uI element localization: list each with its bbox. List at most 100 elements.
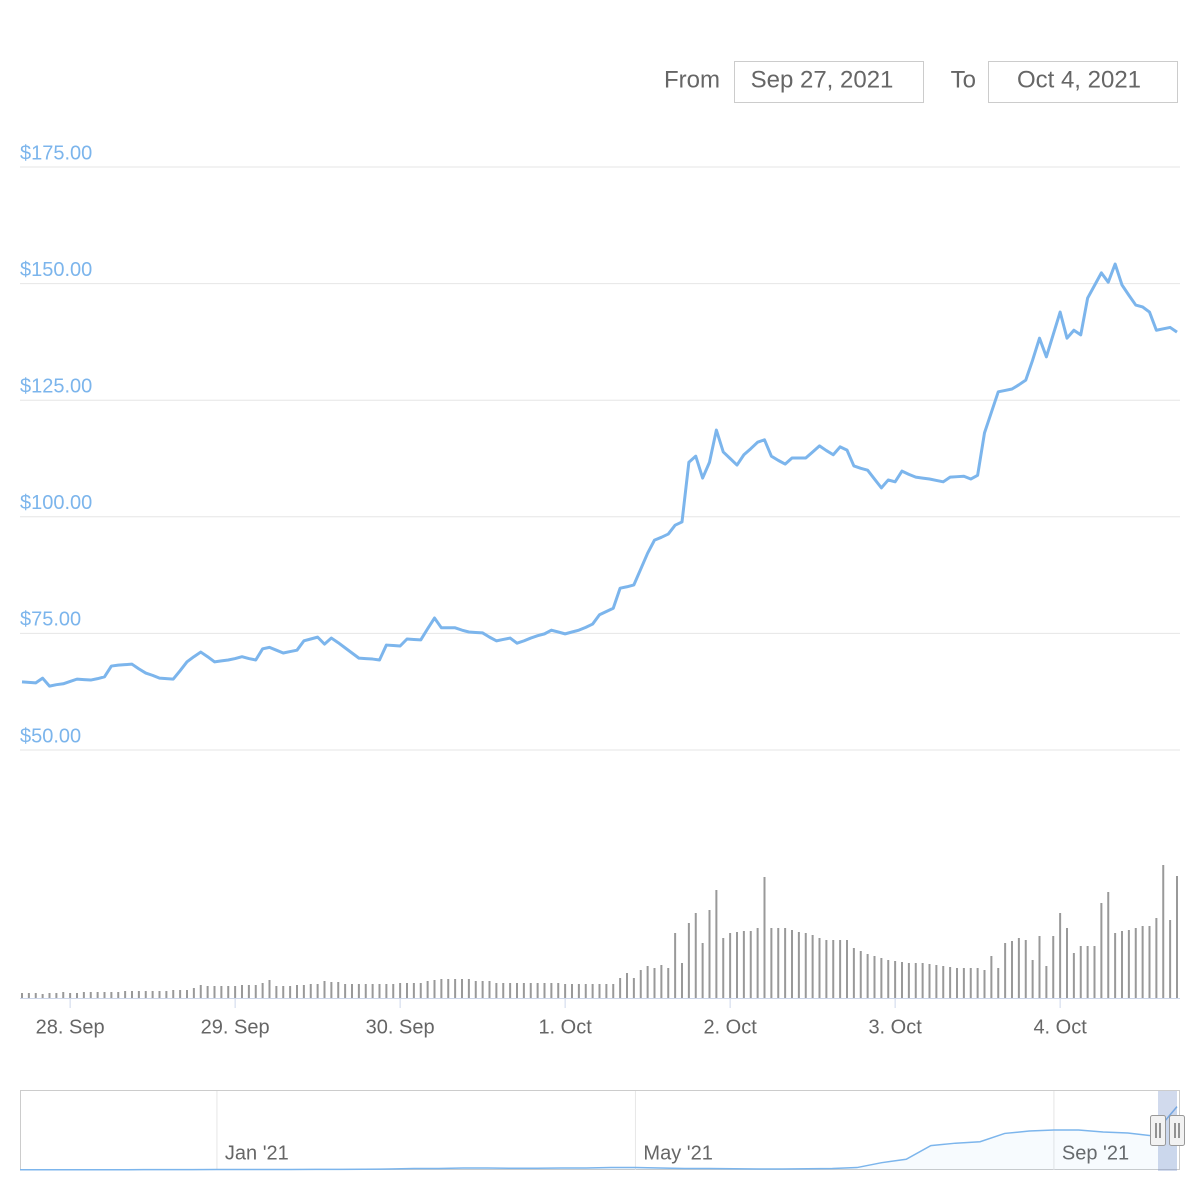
volume-bar [887,960,890,998]
volume-bar [454,979,457,998]
volume-bar [309,984,312,998]
volume-bar [433,980,436,998]
volume-bar [584,984,587,998]
volume-bar [234,986,237,998]
volume-bar [557,983,560,998]
volume-bar [488,981,491,998]
volume-bar [529,983,532,998]
volume-bar [412,983,415,998]
volume-bar [742,931,745,998]
volume-bar [144,991,147,998]
volume-bar [536,983,539,998]
volume-bar [976,968,979,998]
volume-bar [880,958,883,998]
volume-bar [158,991,161,998]
volume-bar [797,932,800,998]
y-tick-label: $125.00 [20,375,92,397]
navigator-area [20,1106,1177,1170]
volume-bar [1134,928,1137,998]
volume-bar [227,986,230,998]
volume-bar [254,985,257,998]
volume-bar [186,990,188,998]
volume-bar [962,968,965,998]
volume-bar [935,965,938,998]
volume-bar [687,923,690,998]
volume-bar [268,980,271,998]
volume-bar [1107,892,1110,998]
volume-bar [34,993,37,998]
volume-bar [151,991,154,998]
volume-bar [172,990,175,998]
volume-bar [110,992,113,998]
volume-bar [165,991,168,998]
volume-bar [612,984,615,998]
volume-bar [1066,928,1068,998]
volume-bar [839,940,842,998]
volume-bar [639,970,642,998]
volume-bar [1127,930,1130,998]
volume-bar [117,992,120,998]
volume-bar [419,983,422,998]
y-tick-label: $150.00 [20,259,92,281]
volume-bar [261,983,264,998]
volume-bar [832,940,835,998]
volume-bar [385,984,388,998]
volume-bar [846,940,848,998]
volume-bar [1059,913,1062,998]
volume-bar [550,983,553,998]
volume-bar [1072,953,1075,998]
volume-bar [825,940,828,998]
volume-bar [516,983,518,998]
x-tick-label: 30. Sep [366,1016,435,1038]
from-input[interactable] [734,61,924,103]
volume-bar [1045,966,1048,998]
to-input[interactable] [988,61,1178,103]
volume-bar [1148,926,1151,998]
volume-bar [502,983,505,998]
volume-bar [708,910,711,998]
volume-bar [619,978,622,998]
x-tick-label: 1. Oct [538,1016,592,1038]
volume-bar [591,984,594,998]
volume-bar [1155,918,1158,998]
volume-bar [392,984,395,998]
price-line [21,262,1178,688]
volume-bar [282,986,285,998]
volume-bar [179,990,182,998]
volume-bar [206,986,209,998]
navigator-handle[interactable] [1169,1115,1185,1146]
x-tick-label: 3. Oct [868,1016,922,1038]
volume-bar [928,964,931,998]
volume-bar [811,935,814,998]
volume-bar [96,992,99,998]
volume-bar [791,930,793,998]
volume-bar [681,963,683,998]
volume-bar [357,984,360,998]
volume-bar [770,928,773,998]
volume-bar [914,963,917,998]
to-label: To [951,66,976,93]
volume-bar [1017,938,1020,998]
volume-bar [69,993,72,998]
volume-bar [509,983,512,998]
volume-bar [82,992,85,998]
volume-bar [667,968,670,998]
volume-bar [921,963,924,998]
volume-bar [1176,876,1178,998]
volume-bar [76,993,78,998]
volume-bar [55,993,58,998]
y-tick-label: $100.00 [20,492,92,514]
volume-bar [447,979,450,998]
volume-bar [1100,903,1103,998]
volume-bar [89,992,92,998]
volume-bar [1024,940,1027,998]
volume-bar [571,984,573,998]
navigator-handle[interactable] [1150,1115,1166,1146]
volume-bar [103,992,106,998]
volume-bar [1093,946,1096,998]
volume-bar [804,933,807,998]
volume-bar [1086,946,1089,998]
volume-bar [296,985,298,998]
to-value: Oct 4, 2021 [1017,66,1141,93]
volume-bar [247,985,250,998]
